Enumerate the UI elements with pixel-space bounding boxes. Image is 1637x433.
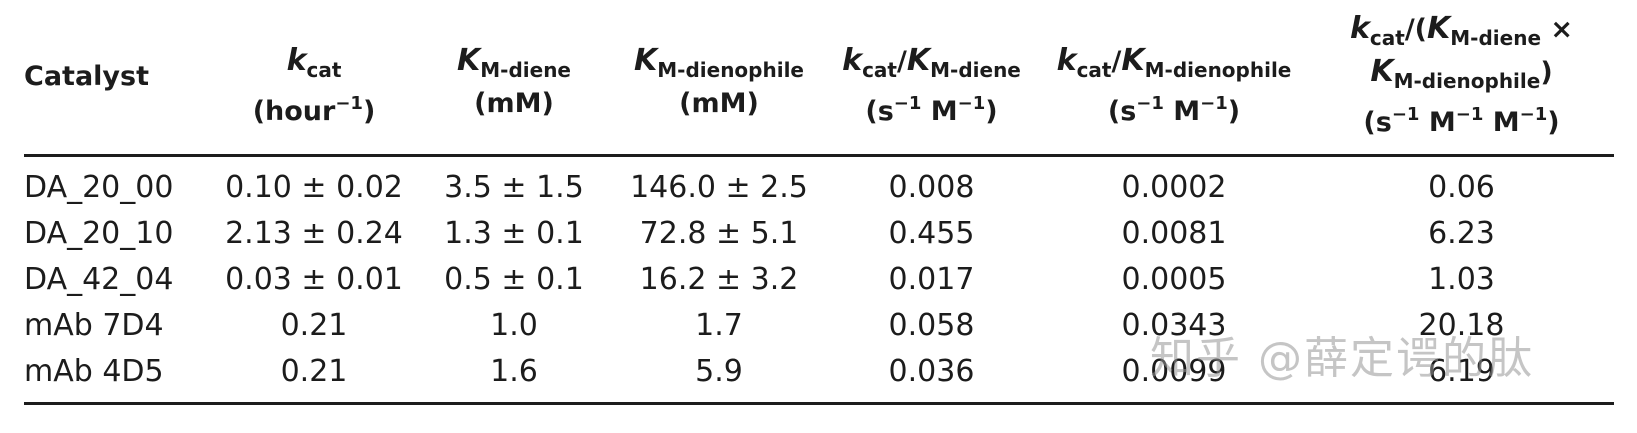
- cell-catalyst: mAb 4D5: [24, 354, 164, 389]
- cell-kcat: 0.21: [280, 308, 348, 343]
- cell-kcat-km-both: 20.18: [1418, 308, 1505, 343]
- header-kcat-km-dienophile-symbol: kcat/KM-dienophile: [1056, 43, 1292, 83]
- cell-kcat-km-dienophile: 0.0081: [1121, 216, 1227, 251]
- cell-kcat-km-both: 6.19: [1428, 354, 1495, 389]
- cell-kcat: 0.21: [280, 354, 348, 389]
- cell-catalyst: DA_42_04: [24, 262, 174, 297]
- cell-kcat-km-diene: 0.058: [888, 308, 975, 343]
- header-kcat-symbol: kcat: [286, 43, 342, 83]
- header-kcat-km-diene: kcat/KM-diene (s−1 M−1): [829, 44, 1034, 129]
- table-bottom-rule: [24, 402, 1614, 405]
- header-km-dienophile-unit: (mM): [679, 88, 759, 119]
- cell-kcat-km-diene: 0.455: [888, 216, 975, 251]
- header-km-diene: KM-diene (mM): [419, 44, 609, 121]
- cell-kcat-km-diene: 0.008: [888, 170, 975, 205]
- cell-kcat-km-dienophile: 0.0002: [1121, 170, 1227, 205]
- cell-kcat-km-both: 1.03: [1428, 262, 1495, 297]
- header-km-dienophile: KM-dienophile (mM): [609, 44, 829, 121]
- cell-km-dienophile: 16.2 ± 3.2: [639, 262, 799, 297]
- cell-km-diene: 1.6: [490, 354, 538, 389]
- header-km-dienophile-symbol: KM-dienophile: [634, 43, 804, 83]
- header-kcat: kcat (hour−1): [214, 44, 414, 129]
- header-kcat-unit: (hour−1): [252, 93, 376, 127]
- header-kcat-km-both: kcat/(KM-diene × KM-dienophile) (s−1 M−1…: [1309, 12, 1614, 140]
- header-km-diene-symbol: KM-diene: [457, 43, 571, 83]
- cell-km-dienophile: 72.8 ± 5.1: [639, 216, 799, 251]
- cell-kcat-km-both: 6.23: [1428, 216, 1495, 251]
- cell-kcat-km-dienophile: 0.0099: [1121, 354, 1227, 389]
- kinetics-table: Catalyst kcat (hour−1) KM-diene (mM) KM-…: [24, 0, 1614, 433]
- cell-catalyst: DA_20_00: [24, 170, 174, 205]
- header-catalyst: Catalyst: [24, 60, 214, 94]
- cell-km-diene: 1.0: [490, 308, 538, 343]
- cell-kcat-km-dienophile: 0.0005: [1121, 262, 1227, 297]
- header-kcat-km-both-line1: kcat/(KM-diene ×: [1349, 11, 1574, 51]
- header-kcat-km-diene-symbol: kcat/KM-diene: [842, 43, 1021, 83]
- cell-kcat: 0.03 ± 0.01: [225, 262, 403, 297]
- cell-km-dienophile: 1.7: [695, 308, 743, 343]
- cell-kcat-km-dienophile: 0.0343: [1121, 308, 1227, 343]
- header-catalyst-label: Catalyst: [24, 61, 149, 92]
- header-kcat-km-diene-unit: (s−1 M−1): [865, 93, 998, 127]
- cell-km-diene: 0.5 ± 0.1: [444, 262, 584, 297]
- cell-km-dienophile: 146.0 ± 2.5: [630, 170, 808, 205]
- cell-catalyst: DA_20_10: [24, 216, 174, 251]
- watermark: 知乎 @薛定谔的肽: [1150, 333, 1534, 384]
- header-kcat-km-dienophile-unit: (s−1 M−1): [1107, 93, 1241, 127]
- cell-km-dienophile: 5.9: [695, 354, 743, 389]
- header-kcat-km-both-unit: (s−1 M−1 M−1): [1363, 104, 1560, 138]
- cell-kcat-km-diene: 0.036: [888, 354, 975, 389]
- cell-kcat: 0.10 ± 0.02: [225, 170, 403, 205]
- cell-catalyst: mAb 7D4: [24, 308, 164, 343]
- cell-km-diene: 1.3 ± 0.1: [444, 216, 584, 251]
- cell-km-diene: 3.5 ± 1.5: [444, 170, 584, 205]
- cell-kcat: 2.13 ± 0.24: [225, 216, 403, 251]
- header-divider: [24, 154, 1614, 157]
- header-kcat-km-dienophile: kcat/KM-dienophile (s−1 M−1): [1039, 44, 1309, 129]
- cell-kcat-km-both: 0.06: [1428, 170, 1495, 205]
- cell-kcat-km-diene: 0.017: [888, 262, 975, 297]
- header-km-diene-unit: (mM): [474, 88, 554, 119]
- header-kcat-km-both-line2: KM-dienophile): [1370, 54, 1553, 94]
